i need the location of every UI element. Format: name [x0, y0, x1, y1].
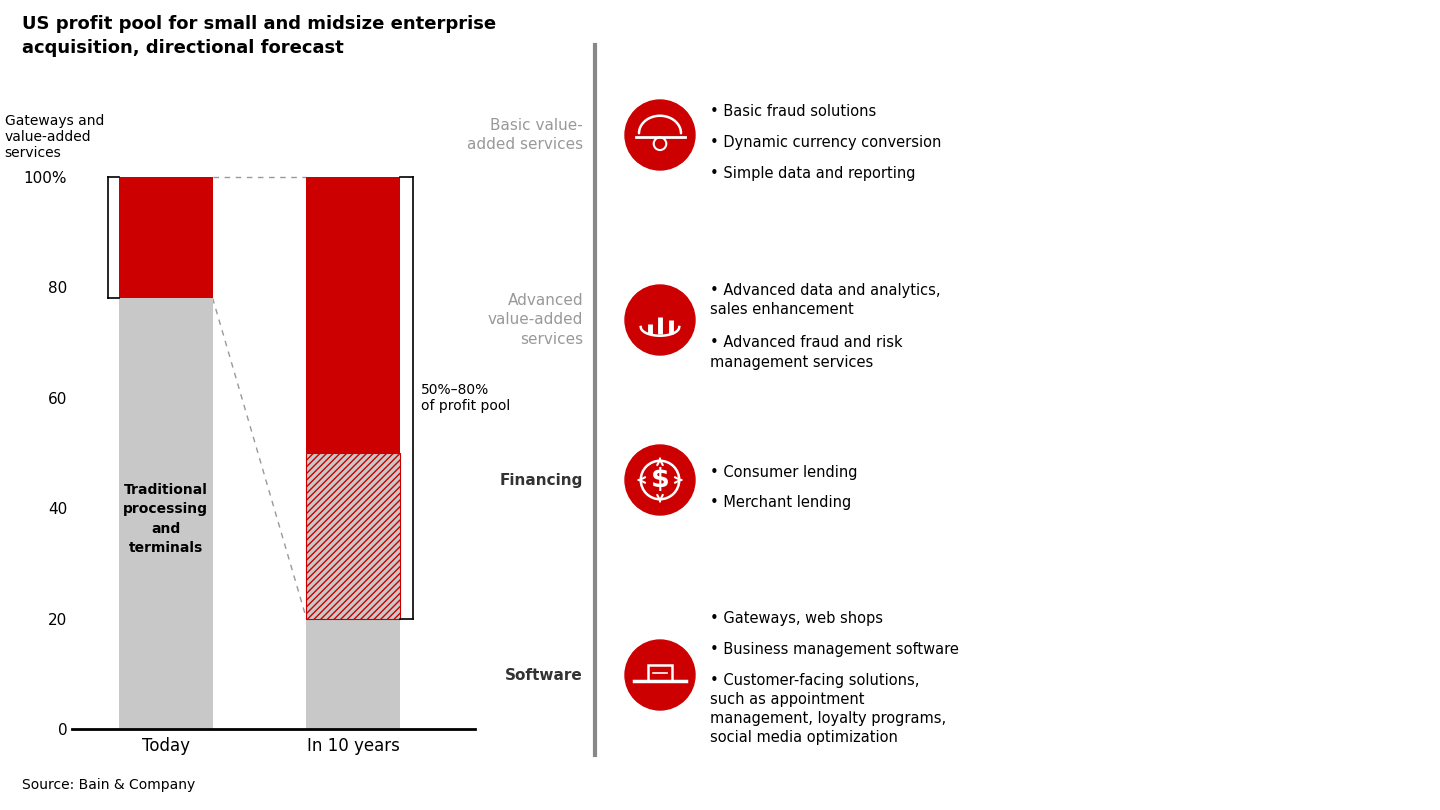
Circle shape — [625, 445, 696, 515]
Bar — [120, 298, 213, 729]
Text: Advanced
value-added
services: Advanced value-added services — [488, 292, 583, 347]
Text: Source: Bain & Company: Source: Bain & Company — [22, 778, 196, 792]
Text: Gateways and
value-added
services: Gateways and value-added services — [4, 113, 104, 160]
Text: US profit pool for small and midsize enterprise
acquisition, directional forecas: US profit pool for small and midsize ent… — [22, 15, 497, 57]
Text: • Simple data and reporting: • Simple data and reporting — [710, 166, 916, 181]
Text: • Gateways, web shops: • Gateways, web shops — [710, 612, 883, 626]
Text: Software: Software — [505, 667, 583, 683]
Text: Financing: Financing — [500, 472, 583, 488]
Text: Traditional
processing
and
terminals: Traditional processing and terminals — [124, 483, 209, 556]
Text: 50%–80%
of profit pool: 50%–80% of profit pool — [420, 382, 510, 413]
Text: • Consumer lending: • Consumer lending — [710, 465, 857, 480]
Text: • Customer-facing solutions,
such as appointment
management, loyalty programs,
s: • Customer-facing solutions, such as app… — [710, 673, 946, 745]
Text: Basic value-
added services: Basic value- added services — [467, 117, 583, 152]
Text: • Advanced fraud and risk
management services: • Advanced fraud and risk management ser… — [710, 335, 903, 369]
Circle shape — [625, 285, 696, 355]
Bar — [120, 177, 213, 298]
Bar — [307, 177, 400, 453]
Bar — [648, 665, 672, 681]
Text: • Business management software: • Business management software — [710, 642, 959, 657]
Bar — [307, 453, 400, 619]
Circle shape — [625, 100, 696, 170]
Circle shape — [625, 640, 696, 710]
Text: • Dynamic currency conversion: • Dynamic currency conversion — [710, 135, 942, 150]
Bar — [307, 619, 400, 729]
Text: • Basic fraud solutions: • Basic fraud solutions — [710, 104, 877, 119]
Text: • Advanced data and analytics,
sales enhancement: • Advanced data and analytics, sales enh… — [710, 283, 940, 317]
Text: • Merchant lending: • Merchant lending — [710, 496, 851, 510]
Text: $: $ — [651, 467, 670, 493]
